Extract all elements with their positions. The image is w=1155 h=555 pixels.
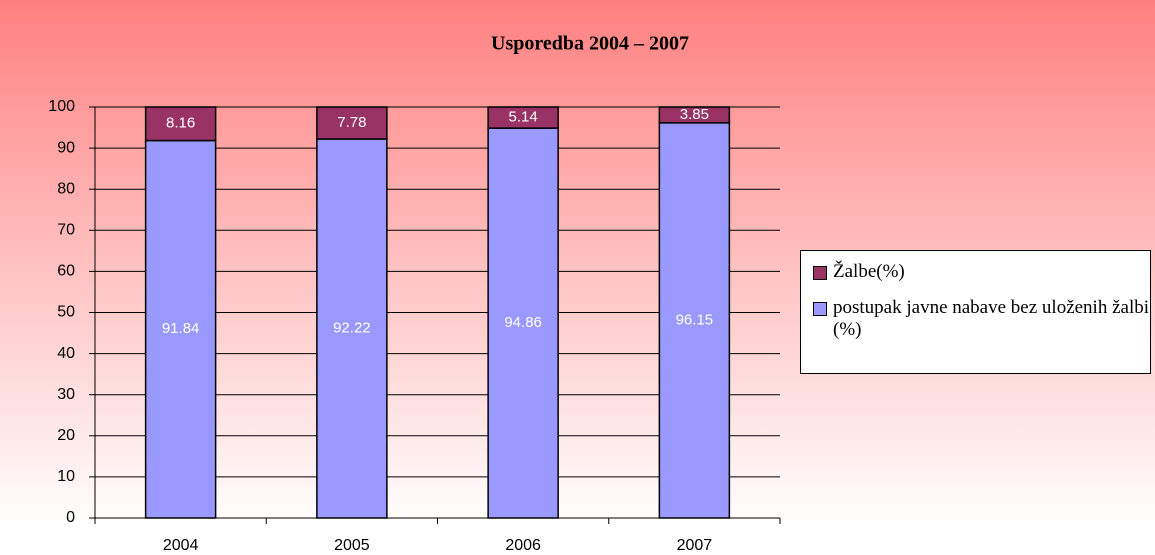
bar-segment — [487, 106, 559, 129]
y-tick-label: 40 — [57, 345, 75, 362]
y-tick-label: 50 — [57, 304, 75, 321]
bar-segment — [658, 122, 731, 519]
legend: Žalbe(%) postupak javne nabave bez uložen… — [800, 250, 1151, 374]
y-tick-label: 100 — [48, 98, 75, 115]
y-tick-label: 20 — [57, 427, 75, 444]
legend-swatch — [813, 266, 827, 280]
y-tick-label: 30 — [57, 386, 75, 403]
legend-item: postupak javne nabave bez uloženih žalbi… — [813, 297, 1150, 341]
bar-segment — [316, 106, 388, 140]
legend-swatch — [813, 302, 827, 316]
value-label: 7.78 — [337, 114, 366, 131]
value-label: 94.86 — [504, 314, 542, 331]
y-tick-label: 60 — [57, 263, 75, 280]
legend-label: postupak javne nabave bez uloženih žalbi… — [833, 297, 1150, 340]
y-tick-label: 0 — [66, 509, 75, 526]
value-label: 5.14 — [509, 109, 538, 126]
bar-segment — [316, 138, 388, 519]
y-tick-label: 90 — [57, 139, 75, 156]
chart-title: Usporedba 2004 – 2007 — [491, 33, 689, 55]
y-tick-label: 10 — [57, 468, 75, 485]
y-tick-label: 80 — [57, 180, 75, 197]
x-tick-label: 2006 — [505, 537, 541, 554]
bar-segment — [144, 106, 217, 142]
x-tick-label: 2005 — [334, 537, 370, 554]
x-tick-label: 2007 — [677, 537, 713, 554]
y-tick-label: 70 — [57, 222, 75, 239]
x-tick-label: 2004 — [163, 537, 199, 554]
legend-item: Žalbe(%) — [813, 261, 1150, 283]
bar-segment — [658, 106, 731, 124]
legend-label: Žalbe(%) — [833, 261, 905, 282]
value-label: 91.84 — [162, 320, 200, 337]
value-label: 96.15 — [676, 311, 714, 328]
value-label: 92.22 — [333, 319, 371, 336]
value-label: 3.85 — [680, 106, 709, 123]
value-label: 8.16 — [166, 115, 195, 132]
